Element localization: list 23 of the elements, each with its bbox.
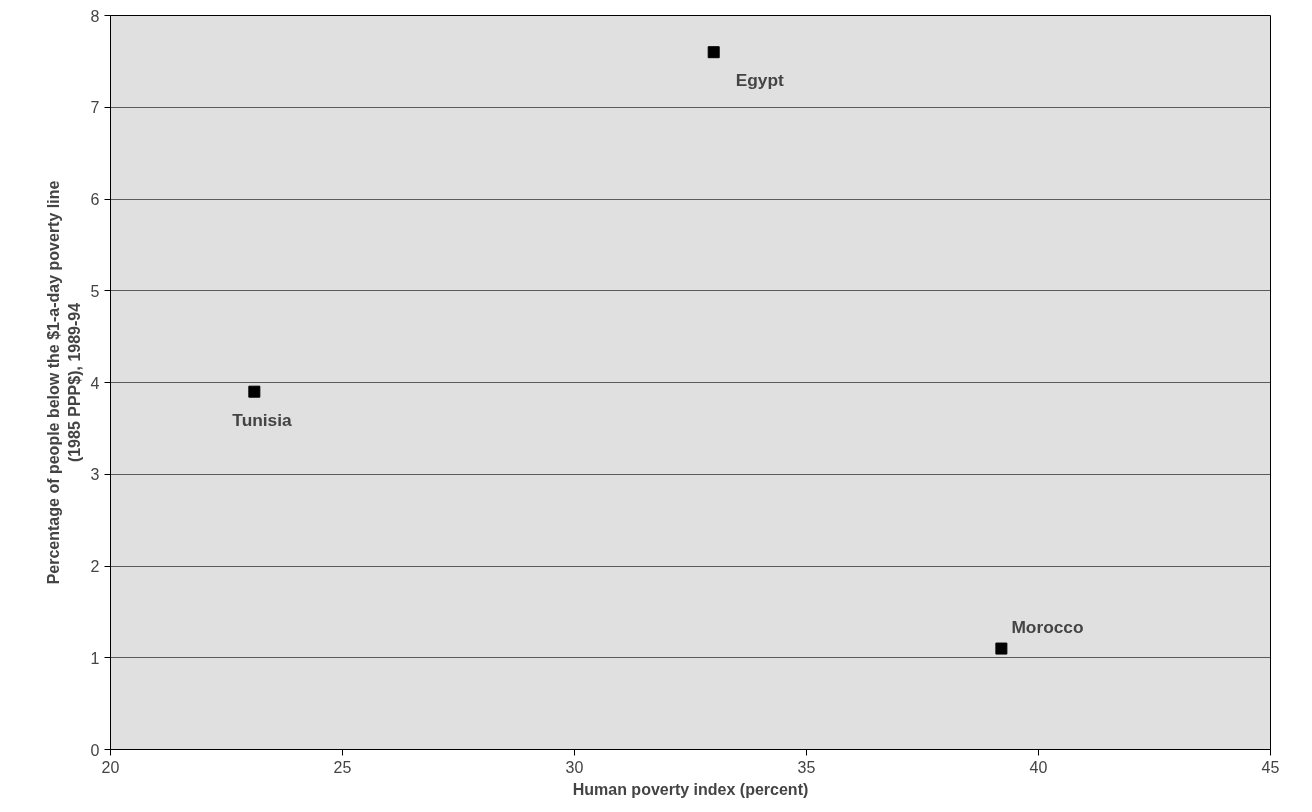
y-tick-label: 1 bbox=[90, 649, 100, 667]
x-tick-label: 25 bbox=[333, 758, 352, 776]
y-axis-title: Percentage of people below the $1-a-day poverty line (1985 PPP$), 1989-94 bbox=[45, 180, 83, 585]
x-tick-label: 45 bbox=[1261, 758, 1280, 776]
x-axis-title: Human poverty index (percent) bbox=[572, 780, 809, 798]
point bbox=[995, 642, 1008, 655]
y-tick-label: 7 bbox=[90, 99, 100, 117]
annotation: Morocco bbox=[1011, 616, 1084, 637]
x-tick-label: 40 bbox=[1029, 758, 1048, 776]
y-tick-label: 8 bbox=[90, 7, 100, 25]
y-tick-label: 0 bbox=[90, 741, 100, 759]
y-tick-label: 6 bbox=[90, 191, 100, 208]
y-tick-label: 4 bbox=[90, 374, 100, 392]
y-tick-label: 2 bbox=[90, 558, 100, 575]
x-tick-label: 30 bbox=[565, 758, 584, 776]
annotation: Tunisia bbox=[232, 409, 293, 430]
annotation: Egypt bbox=[735, 70, 785, 91]
y-tick-label: 3 bbox=[90, 466, 100, 484]
point bbox=[707, 46, 720, 59]
x-tick-label: 20 bbox=[101, 758, 120, 776]
x-tick-label: 35 bbox=[797, 758, 816, 776]
point bbox=[248, 385, 261, 398]
y-tick-label: 5 bbox=[90, 282, 100, 300]
